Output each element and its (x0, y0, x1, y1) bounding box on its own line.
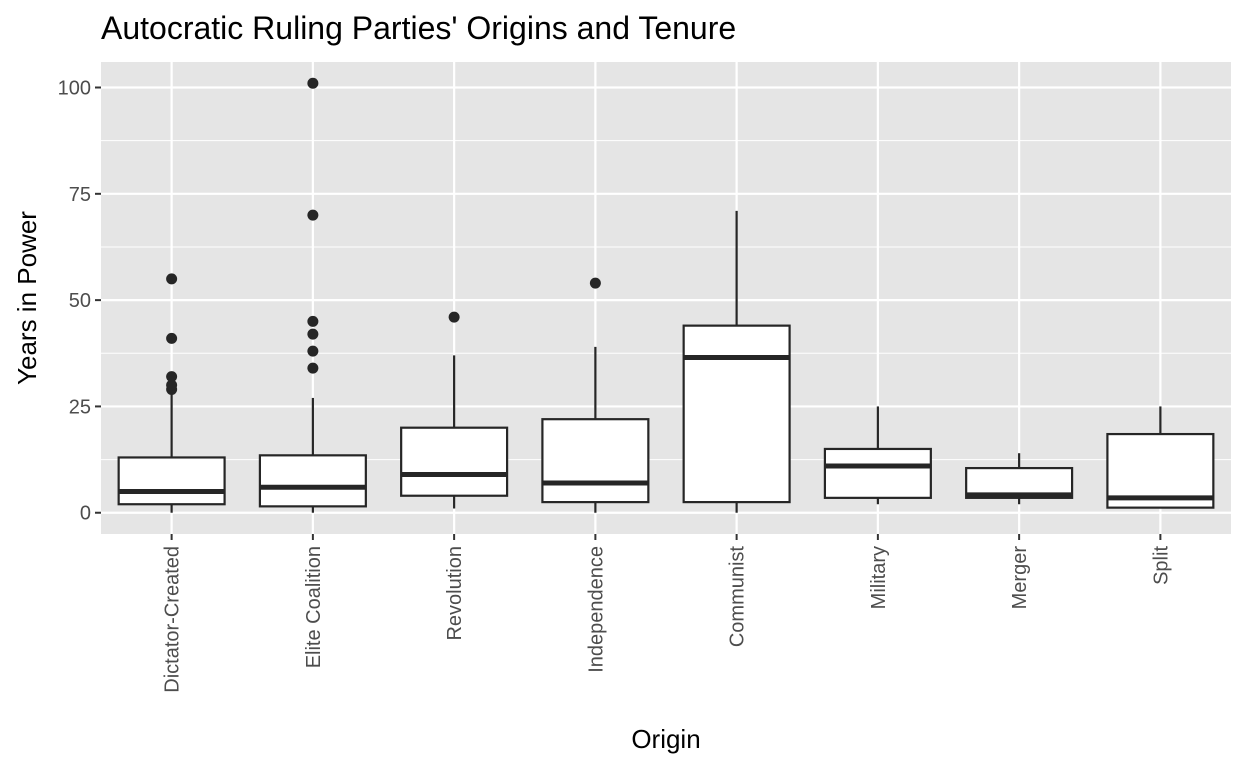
y-tick-label: 50 (69, 290, 91, 312)
outlier-point (589, 277, 601, 289)
x-tick-label: Split (1150, 546, 1172, 585)
iqr-box (682, 324, 791, 504)
outlier-point (166, 273, 178, 285)
iqr-box (400, 426, 509, 497)
outlier-point (307, 209, 319, 221)
iqr-box (117, 456, 226, 506)
box-independence (541, 277, 650, 513)
outlier-point (307, 315, 319, 327)
box-dictator-created (117, 273, 226, 513)
y-axis-title: Years in Power (12, 211, 42, 385)
outlier-point (307, 77, 319, 89)
y-tick-label: 0 (80, 503, 91, 525)
iqr-box (541, 418, 650, 504)
x-tick-label: Military (868, 546, 890, 609)
y-tick-label: 100 (58, 78, 91, 100)
box-elite-coalition (258, 77, 367, 513)
box-split (1106, 406, 1215, 509)
y-tick-label: 75 (69, 184, 91, 206)
outlier-point (166, 379, 178, 391)
x-tick-label: Merger (1009, 546, 1031, 610)
x-axis-title: Origin (631, 724, 700, 754)
outlier-point (307, 345, 319, 357)
x-tick-label: Elite Coalition (303, 546, 325, 668)
x-tick-label: Revolution (444, 546, 466, 641)
iqr-box (823, 447, 932, 499)
box-military (823, 406, 932, 505)
x-tick-label: Independence (585, 546, 607, 673)
outlier-point (166, 371, 178, 383)
iqr-box (258, 454, 367, 508)
box-revolution (400, 311, 509, 509)
outlier-point (307, 362, 319, 374)
box-communist (682, 210, 791, 513)
boxes-group (117, 77, 1215, 513)
x-tick-label: Communist (727, 546, 749, 648)
x-tick-label: Dictator-Created (162, 546, 184, 693)
axes-group: 0 25 50 75 100 Dictator-Created Elite Coalitio… (58, 78, 1173, 693)
outlier-point (166, 332, 178, 344)
box-merger (965, 453, 1074, 505)
outlier-point (448, 311, 460, 323)
chart-title: Autocratic Ruling Parties' Origins and T… (101, 10, 736, 46)
y-tick-label: 25 (69, 396, 91, 418)
outlier-point (307, 328, 319, 340)
